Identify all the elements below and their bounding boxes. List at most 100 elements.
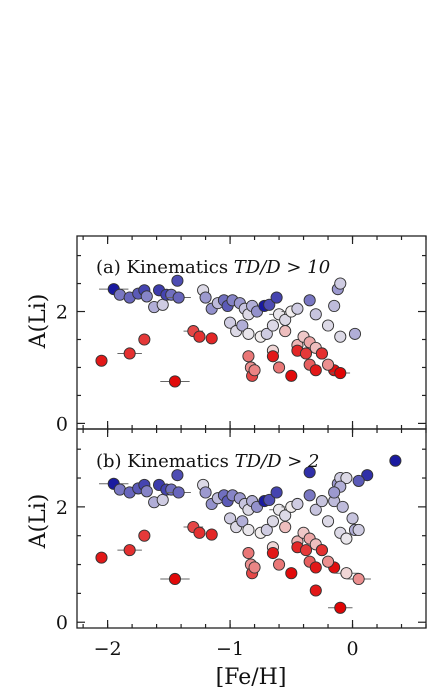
data-point [340,567,353,580]
panel-a-points [95,274,362,388]
panel-b-xticks [82,429,427,628]
data-point [309,308,322,321]
data-point [309,364,322,377]
data-point [334,367,347,380]
data-point [171,469,184,482]
data-point [340,471,353,485]
panel-a-title: (a) Kinematics TD/D > 10 [96,257,330,278]
panel-b-frame [76,428,427,629]
panel-b: 02 (b) Kinematics TD/D > 2 A(Li) [26,428,427,634]
data-point [199,291,212,304]
y-tick-label: 0 [56,612,68,634]
x-tick-label: −1 [216,638,244,660]
data-point [303,466,316,479]
data-point [266,546,279,560]
data-point [270,486,283,499]
data-point [299,544,313,557]
data-point [303,294,316,307]
data-point [315,347,328,360]
data-point [361,469,374,482]
data-point [168,572,182,586]
data-point [140,290,153,303]
data-point [273,558,286,571]
data-point [321,515,335,528]
data-point [242,350,255,363]
data-point [328,486,341,499]
data-point [266,350,279,363]
data-point [199,486,212,499]
y-tick-label: 2 [56,497,68,519]
data-point [389,454,402,467]
data-point [242,327,255,340]
data-point [291,302,304,315]
data-point [321,358,335,371]
data-point [348,327,362,340]
data-point [168,375,182,388]
data-point [291,497,304,511]
data-point [171,274,184,287]
data-point [352,523,365,536]
data-point [172,291,185,304]
x-tick-label: 0 [346,638,358,660]
data-point [340,532,353,545]
data-point [309,584,322,597]
data-point [309,503,322,516]
panel-b-ylabel: A(Li) [26,494,51,550]
data-point [205,332,218,345]
data-point [309,561,322,574]
data-point [140,485,153,498]
panel-b-title: (b) Kinematics TD/D > 2 [96,451,320,472]
data-point [266,515,279,528]
data-point [95,551,108,564]
data-point [352,474,365,487]
data-point [263,298,276,311]
data-point [193,330,206,343]
data-point [315,544,328,557]
data-point [285,567,298,580]
data-point [336,500,349,513]
data-point [266,319,279,332]
data-point [236,319,249,332]
panel-b-points [95,454,402,614]
data-point [242,523,255,536]
data-point [263,493,276,506]
data-point [315,495,328,508]
data-point [321,319,335,332]
data-point [260,327,273,340]
panel-a-ylabel: A(Li) [26,294,51,350]
data-point [95,354,108,367]
data-point [328,299,341,312]
data-point [156,298,169,311]
data-point [285,369,298,382]
data-point [352,572,365,586]
x-tick-labels: −2 −1 0 [94,638,359,660]
data-point [123,544,136,557]
data-point [321,555,335,568]
x-axis-label: [Fe/H] [216,665,287,690]
data-point [138,333,151,346]
data-point [279,325,292,338]
x-tick-label: −2 [94,638,122,660]
panel-b-title-math: TD/D > 2 [235,451,320,472]
data-point [236,515,249,528]
data-point [279,521,292,534]
panel-a: 02 (a) Kinematics TD/D > 10 A(Li) [26,235,427,435]
panel-b-title-text: (b) Kinematics [96,451,235,472]
panel-a-yticks: 02 [56,254,426,435]
data-point [334,277,347,290]
y-tick-label: 2 [56,302,68,324]
data-point [248,364,261,377]
data-point [172,486,185,499]
data-point [334,601,347,614]
data-point [334,330,347,343]
data-point [224,512,237,525]
data-point [270,291,283,304]
panel-a-title-math: TD/D > 10 [234,257,330,278]
data-point [242,546,255,560]
panel-b-yticks: 02 [56,448,426,634]
data-point [123,347,136,360]
panel-a-title-text: (a) Kinematics [96,257,234,278]
data-point [156,493,169,506]
data-point [346,512,359,525]
